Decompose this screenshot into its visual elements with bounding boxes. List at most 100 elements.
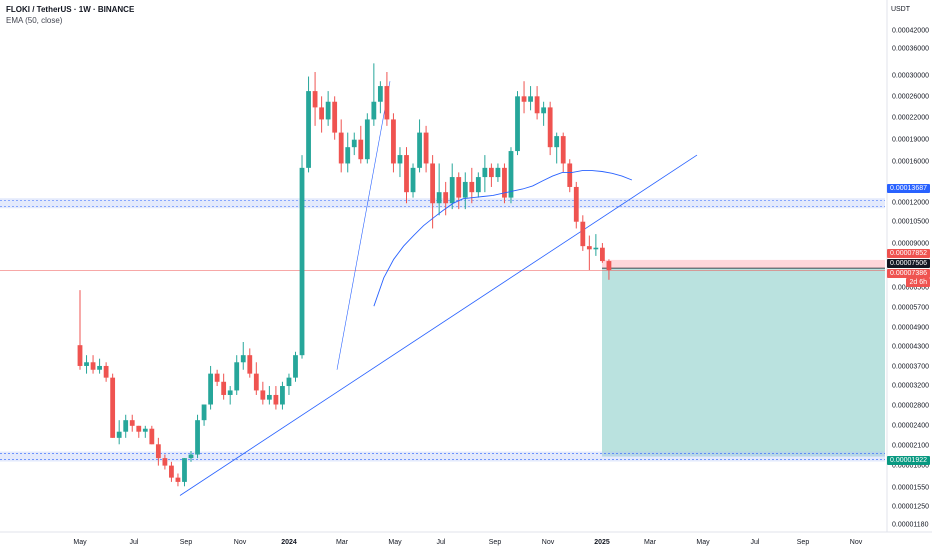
x-tick-label: Sep — [797, 539, 810, 546]
candle-body — [384, 86, 390, 120]
candle-body — [443, 192, 449, 204]
candle-body — [221, 381, 227, 395]
x-tick-label: May — [73, 539, 87, 546]
candle-body — [97, 365, 102, 370]
candle-body — [456, 177, 462, 198]
y-tick-label: 0.00001250 — [892, 504, 929, 511]
candle-body — [404, 155, 409, 193]
candle-body — [253, 373, 259, 391]
candle-body — [286, 377, 292, 387]
price-axis-label: 0.00007506 — [887, 259, 930, 268]
currency-label[interactable]: USDT — [890, 6, 910, 13]
candle-body — [169, 465, 174, 478]
x-tick-label: Mar — [336, 539, 349, 546]
candle-body — [469, 181, 475, 193]
x-tick-label: 2024 — [281, 539, 297, 546]
candle-body — [136, 425, 142, 432]
candle-body — [312, 91, 318, 108]
candle-body — [364, 119, 370, 160]
candle-body — [430, 163, 436, 204]
candle-body — [188, 454, 194, 459]
x-tick-label: May — [388, 539, 402, 546]
candle-body — [417, 132, 422, 168]
candle-body — [567, 163, 573, 187]
y-tick-label: 0.00030000 — [892, 73, 929, 80]
candle-body — [377, 86, 383, 102]
candle-body — [515, 96, 520, 152]
candle-body — [554, 136, 560, 148]
steep-trendline — [336, 81, 391, 370]
candle-body — [436, 192, 442, 204]
candle-body — [573, 186, 579, 222]
candle-body — [534, 96, 540, 114]
candle-body — [338, 132, 344, 164]
candle-body — [90, 362, 96, 370]
candle-body — [240, 355, 246, 363]
candle-body — [201, 404, 207, 421]
x-tick-label: Sep — [489, 539, 502, 546]
x-tick-label: Nov — [850, 539, 863, 546]
indicator-label[interactable]: EMA (50, close) — [6, 16, 63, 25]
candle-body — [482, 167, 488, 178]
candle-body — [319, 107, 325, 120]
candle-body — [488, 167, 494, 178]
y-tick-label: 0.00003200 — [892, 383, 929, 390]
candle-body — [502, 167, 507, 198]
candle-body — [580, 221, 586, 247]
candle-body — [521, 96, 527, 102]
price-axis-label: 0.00013687 — [887, 184, 930, 193]
candle-body — [593, 247, 599, 250]
y-tick-label: 0.00003700 — [892, 364, 929, 371]
candle-body — [325, 101, 331, 120]
target-zone — [602, 268, 885, 457]
candle-body — [266, 394, 272, 400]
candle-body — [175, 477, 181, 482]
candle-body — [247, 355, 253, 374]
candle-body — [586, 246, 592, 250]
symbol-title[interactable]: FLOKI / TetherUS · 1W · BINANCE — [6, 5, 135, 14]
x-tick-label: Nov — [234, 539, 247, 546]
y-tick-label: 0.00005700 — [892, 305, 929, 312]
candle-body — [208, 373, 213, 405]
y-tick-label: 0.00002800 — [892, 403, 929, 410]
chart-legend: FLOKI / TetherUS · 1W · BINANCE EMA (50,… — [6, 4, 134, 26]
candle-body — [391, 119, 396, 164]
y-tick-label: 0.00002100 — [892, 443, 929, 450]
candle-body — [149, 428, 155, 445]
candle-body — [449, 177, 455, 204]
y-tick-label: 0.00010500 — [892, 219, 929, 226]
sr-zone-band — [0, 198, 885, 209]
candle-body — [528, 96, 533, 102]
y-tick-label: 0.00012000 — [892, 200, 929, 207]
candle-body — [371, 101, 377, 120]
y-tick-label: 0.00042000 — [892, 28, 929, 35]
y-tick-label: 0.00026000 — [892, 94, 929, 101]
candle-body — [110, 377, 116, 438]
candle-body — [299, 167, 305, 356]
y-tick-label: 0.00009000 — [892, 241, 929, 248]
y-tick-label: 0.00036000 — [892, 46, 929, 53]
candle-body — [293, 355, 298, 378]
candle-body — [280, 386, 285, 405]
candle-body — [234, 362, 240, 391]
candle-body — [77, 345, 83, 366]
y-tick-label: 0.00019000 — [892, 137, 929, 144]
candle-body — [560, 136, 566, 164]
candle-body — [155, 444, 161, 459]
candle-body — [306, 91, 311, 168]
x-tick-label: Sep — [180, 539, 193, 546]
candle-body — [273, 394, 279, 405]
y-tick-label: 0.00001180 — [892, 522, 929, 529]
candle-body — [358, 139, 364, 160]
y-tick-label: 0.00002400 — [892, 423, 929, 430]
price-axis-label: 2d 6h — [906, 278, 930, 287]
candle-body — [214, 373, 220, 382]
y-tick-label: 0.00016000 — [892, 159, 929, 166]
x-tick-label: 2025 — [594, 539, 610, 546]
y-tick-label: 0.00001550 — [892, 485, 929, 492]
candle-body — [129, 420, 135, 426]
stop-zone — [602, 259, 885, 269]
candle-body — [397, 155, 403, 164]
